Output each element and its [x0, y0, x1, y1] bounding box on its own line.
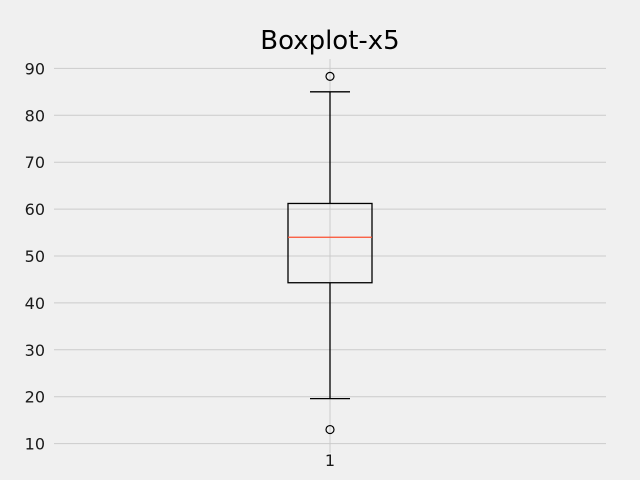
outlier-point: [325, 71, 335, 81]
box-group: [287, 71, 373, 435]
y-tick-label: 80: [25, 106, 45, 125]
x-tick-label: 1: [325, 451, 335, 470]
y-tick-label: 10: [25, 435, 45, 454]
y-tick-label: 90: [25, 59, 45, 78]
outlier-point: [325, 424, 335, 435]
box-layer: [287, 71, 373, 435]
y-tick-label: 60: [25, 200, 45, 219]
y-tick-label: 20: [25, 388, 45, 407]
chart-title: Boxplot-x5: [260, 26, 399, 56]
y-tick-label: 50: [25, 247, 45, 266]
y-tick-label: 70: [25, 153, 45, 172]
y-tick-label: 40: [25, 294, 45, 313]
y-tick-label: 30: [25, 341, 45, 360]
tick-layer: 10 20 30 40 50 60 70 80 90 1: [25, 59, 335, 470]
iqr-box: [287, 202, 373, 284]
